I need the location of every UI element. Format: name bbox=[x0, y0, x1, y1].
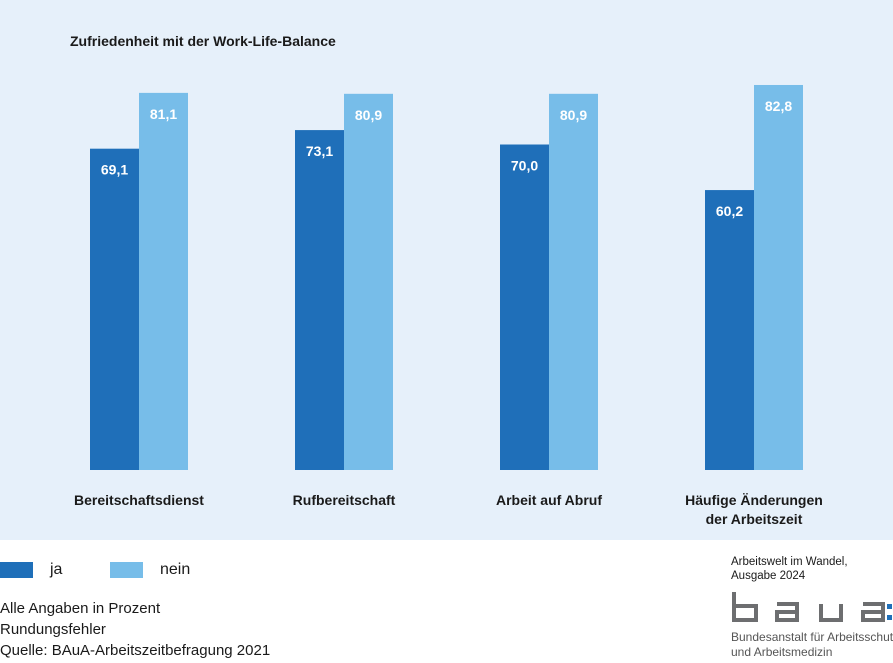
category-label-4: Häufige Änderungen der Arbeitszeit bbox=[659, 491, 849, 529]
category-label-line: Häufige Änderungen bbox=[685, 492, 823, 508]
bar-nein-2 bbox=[344, 93, 393, 470]
category-label-1: Bereitschaftsdienst bbox=[44, 491, 234, 510]
data-label-nein-3: 80,9 bbox=[560, 107, 587, 123]
chart-title: Zufriedenheit mit der Work-Life-Balance bbox=[70, 33, 336, 49]
bar-nein-4 bbox=[754, 84, 803, 470]
data-label-nein-1: 81,1 bbox=[150, 106, 177, 122]
data-label-nein-2: 80,9 bbox=[355, 107, 382, 123]
note-rounding: Rundungsfehler bbox=[0, 621, 106, 638]
category-label-3: Arbeit auf Abruf bbox=[454, 491, 644, 510]
category-label-line: der Arbeitszeit bbox=[705, 511, 803, 527]
bar-ja-1 bbox=[90, 148, 139, 470]
data-label-ja-1: 69,1 bbox=[101, 162, 128, 178]
legend-swatch-nein bbox=[110, 562, 143, 578]
bar-nein-1 bbox=[139, 92, 188, 470]
legend-swatch-ja bbox=[0, 562, 33, 578]
publication-line-2: Ausgabe 2024 bbox=[731, 570, 806, 582]
legend-label-ja: ja bbox=[50, 561, 63, 578]
bar-nein-3 bbox=[549, 93, 598, 470]
note-source: Quelle: BAuA-Arbeitszeitbefragung 2021 bbox=[0, 642, 271, 659]
publication-line-1: Arbeitswelt im Wandel, bbox=[731, 556, 848, 568]
bar-ja-4 bbox=[705, 190, 754, 470]
category-label-line: Bereitschaftsdienst bbox=[74, 492, 204, 508]
category-label-2: Rufbereitschaft bbox=[249, 491, 439, 510]
data-label-ja-4: 60,2 bbox=[716, 203, 743, 219]
logo-subtitle-1: Bundesanstalt für Arbeitsschutz bbox=[731, 630, 893, 644]
data-label-nein-4: 82,8 bbox=[765, 98, 792, 114]
legend-label-nein: nein bbox=[160, 561, 191, 578]
bar-ja-2 bbox=[295, 130, 344, 470]
logo-subtitle-2: und Arbeitsmedizin bbox=[731, 645, 833, 659]
data-label-ja-3: 70,0 bbox=[511, 158, 538, 174]
bar-chart: 69,1 81,1 73,1 80,9 70,0 80,9 60,2 82,8 bbox=[90, 84, 803, 470]
data-label-ja-2: 73,1 bbox=[306, 143, 333, 159]
category-label-line: Rufbereitschaft bbox=[292, 492, 396, 508]
baua-logo bbox=[732, 592, 892, 622]
category-label-line: Arbeit auf Abruf bbox=[495, 492, 603, 508]
note-units: Alle Angaben in Prozent bbox=[0, 600, 161, 617]
bar-ja-3 bbox=[500, 144, 549, 470]
